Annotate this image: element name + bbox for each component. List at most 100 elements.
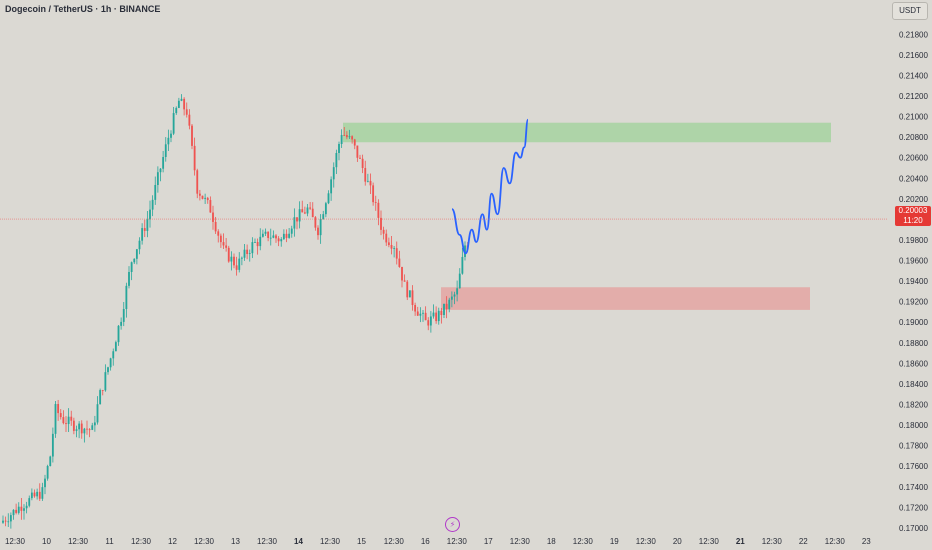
price-tick-label: 0.21600 <box>899 51 928 60</box>
price-tick-label: 0.18400 <box>899 380 928 389</box>
candle-body <box>70 416 73 421</box>
candle-body <box>80 423 83 434</box>
candle-body <box>453 294 456 297</box>
candle-body <box>340 134 343 144</box>
candle-body <box>78 423 81 430</box>
candle-body <box>193 145 196 171</box>
candles-layer <box>2 94 469 529</box>
candle-body <box>401 266 403 281</box>
candle-body <box>88 429 91 431</box>
time-tick-label: 12:30 <box>447 537 468 546</box>
candle-body <box>138 240 141 250</box>
price-tick-label: 0.20200 <box>899 195 928 204</box>
candle-body <box>429 316 432 326</box>
candle-body <box>387 242 390 246</box>
candle-body <box>28 498 31 506</box>
support-zone <box>441 287 810 310</box>
candle-body <box>372 185 375 203</box>
candle-body <box>364 168 367 182</box>
candle-body <box>256 242 259 247</box>
time-tick-label: 20 <box>673 537 682 546</box>
candle-body <box>377 202 380 218</box>
candle-body <box>25 505 28 509</box>
candle-body <box>419 313 422 316</box>
candle-body <box>461 256 464 274</box>
chart-title: Dogecoin / TetherUS · 1h · BINANCE <box>5 4 161 14</box>
candle-body <box>93 422 96 426</box>
price-tick-label: 0.18200 <box>899 400 928 409</box>
candle-body <box>9 515 12 522</box>
candle-body <box>422 312 424 314</box>
candle-body <box>107 367 109 373</box>
price-tick-label: 0.20600 <box>899 154 928 163</box>
candle-body <box>44 478 46 488</box>
candle-body <box>20 506 23 511</box>
candle-body <box>2 520 4 523</box>
candle-body <box>86 428 88 430</box>
candle-body <box>72 420 75 431</box>
time-tick-label: 18 <box>547 537 556 546</box>
candle-body <box>248 253 251 254</box>
price-tick-label: 0.21800 <box>899 30 928 39</box>
candle-body <box>170 133 172 138</box>
candle-body <box>314 217 317 228</box>
candle-body <box>330 179 333 194</box>
candle-body <box>120 321 123 326</box>
candle-body <box>225 245 228 248</box>
candle-body <box>348 136 351 138</box>
last-price-value: 0.20003 <box>898 206 928 215</box>
candle-body <box>369 180 372 186</box>
candle-body <box>125 285 128 310</box>
price-tick-label: 0.17600 <box>899 462 928 471</box>
candle-body <box>54 404 57 434</box>
candle-body <box>356 145 359 158</box>
candle-body <box>149 209 151 220</box>
candle-body <box>36 491 39 497</box>
time-tick-label: 16 <box>421 537 430 546</box>
candle-body <box>196 170 199 194</box>
candle-body <box>65 423 67 425</box>
price-tick-label: 0.21000 <box>899 113 928 122</box>
candle-body <box>185 109 188 115</box>
candle-body <box>327 193 330 204</box>
candle-body <box>133 258 136 263</box>
candle-body <box>267 231 270 238</box>
candle-body <box>219 235 222 243</box>
candle-body <box>162 157 165 169</box>
candle-body <box>435 312 438 322</box>
currency-button[interactable]: USDT <box>892 2 928 20</box>
candle-body <box>269 237 272 239</box>
zones-layer <box>343 122 831 310</box>
candle-body <box>335 152 338 168</box>
candle-body <box>17 506 20 513</box>
candle-body <box>214 221 217 232</box>
candle-body <box>338 143 340 153</box>
candle-body <box>122 309 125 322</box>
price-tick-label: 0.20400 <box>899 174 928 183</box>
time-tick-label: 12:30 <box>131 537 152 546</box>
candle-body <box>243 249 246 258</box>
candle-body <box>67 416 70 425</box>
time-tick-label: 12:30 <box>825 537 846 546</box>
time-tick-label: 12:30 <box>5 537 26 546</box>
candle-body <box>351 136 354 140</box>
price-tick-label: 0.21400 <box>899 71 928 80</box>
candle-body <box>222 242 225 246</box>
candle-body <box>443 303 445 316</box>
candle-body <box>206 197 209 201</box>
time-tick-label: 12:30 <box>257 537 278 546</box>
candle-body <box>49 456 52 467</box>
lightning-icon[interactable]: ⚡ <box>445 517 460 532</box>
candle-body <box>408 290 411 298</box>
candle-body <box>175 107 178 114</box>
time-tick-label: 23 <box>862 537 871 546</box>
price-tick-label: 0.19600 <box>899 257 928 266</box>
candle-body <box>427 320 430 326</box>
time-tick-label: 14 <box>294 537 303 546</box>
time-tick-label: 12:30 <box>573 537 594 546</box>
price-tick-label: 0.18600 <box>899 359 928 368</box>
resistance-zone <box>343 122 831 143</box>
candle-body <box>128 271 130 286</box>
candle-body <box>424 312 427 321</box>
